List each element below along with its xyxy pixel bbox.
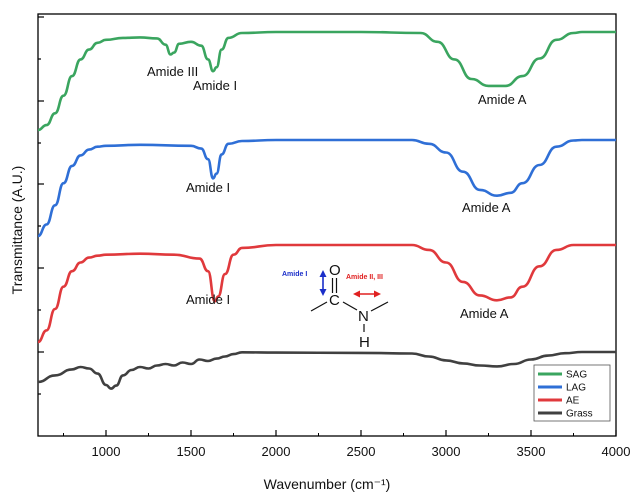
atom-n: N xyxy=(358,308,369,325)
x-tick-label: 1000 xyxy=(92,444,121,459)
amide-structure: Amide I Amide II, III O C N H xyxy=(282,262,389,351)
series-line-grass xyxy=(37,350,616,390)
series-line-sag xyxy=(37,30,616,132)
annotations: Amide III Amide I Amide A Amide I Amide … xyxy=(147,64,527,321)
y-axis-ticks xyxy=(38,16,44,395)
annotation-sag-amide-i: Amide I xyxy=(193,78,237,93)
amide-ii-iii-arrow-head-left xyxy=(353,290,360,298)
x-tick-label: 3500 xyxy=(517,444,546,459)
legend-label-lag: LAG xyxy=(566,383,586,394)
annotation-sag-amide-iii: Amide III xyxy=(147,64,198,79)
series-line-lag xyxy=(37,138,616,238)
amide-i-arrow-head-up xyxy=(319,270,327,277)
series-layer xyxy=(37,30,616,390)
x-tick-label: 1500 xyxy=(177,444,206,459)
x-tick-label: 3000 xyxy=(432,444,461,459)
bond-c-methyl xyxy=(310,301,328,312)
annotation-lag-amide-i: Amide I xyxy=(186,180,230,195)
x-tick-label: 2000 xyxy=(262,444,291,459)
x-axis: 1000 1500 2000 2500 3000 3500 4000 xyxy=(63,430,631,459)
legend-label-ae: AE xyxy=(566,396,580,407)
bond-n-methyl xyxy=(370,301,389,312)
annotation-lag-amide-a: Amide A xyxy=(462,200,511,215)
atom-c: C xyxy=(329,292,340,309)
amide-i-bond-label: Amide I xyxy=(282,271,307,278)
x-tick-label: 4000 xyxy=(602,444,631,459)
series-line-ae xyxy=(37,243,616,344)
amide-i-arrow-head-down xyxy=(319,289,327,296)
legend-label-sag: SAG xyxy=(566,370,587,381)
annotation-sag-amide-a: Amide A xyxy=(478,92,527,107)
y-axis-title: Transmittance (A.U.) xyxy=(9,166,25,295)
legend: SAG LAG AE Grass xyxy=(533,364,611,422)
amide-ii-iii-bond-label: Amide II, III xyxy=(346,274,383,281)
x-axis-title: Wavenumber (cm⁻¹) xyxy=(264,476,391,492)
bond-c-n xyxy=(342,301,358,311)
atom-h: H xyxy=(359,334,370,351)
plot-frame xyxy=(37,13,617,437)
atom-o: O xyxy=(329,262,341,279)
annotation-ae-amide-a: Amide A xyxy=(460,306,509,321)
x-tick-label: 2500 xyxy=(347,444,376,459)
legend-label-grass: Grass xyxy=(566,409,593,420)
annotation-ae-amide-i: Amide I xyxy=(186,292,230,307)
amide-ii-iii-arrow-head-right xyxy=(374,290,381,298)
